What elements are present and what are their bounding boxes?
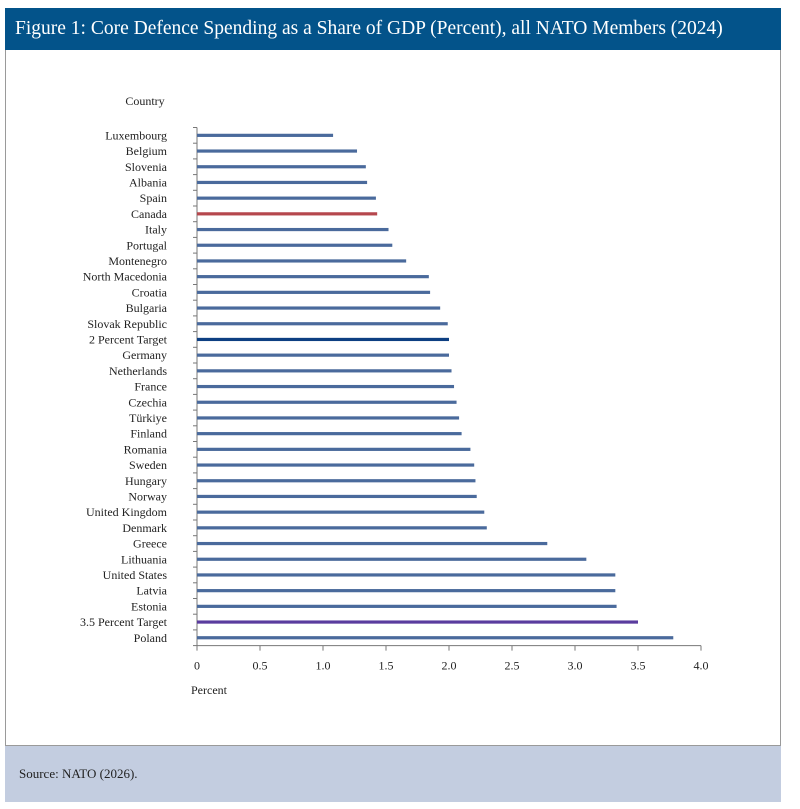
- x-tick-label: 1.5: [379, 659, 394, 673]
- bar-bulgaria: [197, 306, 441, 310]
- x-tick-label: 3.5: [631, 659, 646, 673]
- bar-canada: [197, 212, 378, 216]
- bar-latvia: [197, 589, 616, 593]
- bar-montenegro: [197, 259, 407, 263]
- category-label: Netherlands: [109, 364, 167, 378]
- category-label: Poland: [134, 631, 167, 645]
- bar-poland: [197, 636, 674, 640]
- bar-luxembourg: [197, 133, 334, 137]
- bar-slovak-republic: [197, 322, 448, 326]
- category-label: Portugal: [126, 238, 167, 252]
- bar-estonia: [197, 604, 617, 608]
- bar-slovenia: [197, 165, 366, 169]
- category-label: Denmark: [122, 521, 167, 535]
- category-label: France: [134, 380, 167, 394]
- category-label: Romania: [124, 442, 168, 456]
- category-label: Türkiye: [129, 411, 167, 425]
- x-axis-label: Percent: [191, 683, 228, 697]
- x-tick-label: 0.5: [253, 659, 268, 673]
- bar-italy: [197, 227, 389, 232]
- bar-germany: [197, 353, 449, 357]
- bar-united-states: [197, 573, 616, 577]
- bar-hungary: [197, 479, 476, 483]
- bar-belgium: [197, 149, 358, 153]
- category-label: 2 Percent Target: [89, 332, 168, 346]
- x-tick-label: 2.5: [505, 659, 520, 673]
- bar-romania: [197, 447, 471, 451]
- bar-norway: [197, 494, 477, 499]
- y-axis-label: Country: [125, 94, 164, 108]
- category-label: Slovak Republic: [87, 317, 167, 331]
- category-label: Germany: [122, 348, 167, 362]
- bar-lithuania: [197, 557, 587, 561]
- category-label: Belgium: [126, 144, 168, 158]
- bar-sweden: [197, 463, 475, 467]
- bar-3-5-percent-target: [197, 620, 638, 624]
- category-label: Lithuania: [121, 552, 168, 566]
- category-label: Canada: [131, 207, 168, 221]
- bar-czechia: [197, 400, 457, 404]
- x-tick-label: 3.0: [568, 659, 583, 673]
- category-label: Bulgaria: [126, 301, 168, 315]
- category-label: Estonia: [131, 599, 168, 613]
- category-label: Spain: [140, 191, 167, 205]
- bar-greece: [197, 541, 548, 546]
- bar-2-percent-target: [197, 337, 449, 342]
- bar-t-rkiye: [197, 416, 460, 420]
- figure-title: Figure 1: Core Defence Spending as a Sha…: [5, 8, 781, 50]
- category-label: Croatia: [132, 285, 168, 299]
- bar-netherlands: [197, 369, 452, 373]
- category-label: Hungary: [125, 474, 167, 488]
- category-label: Finland: [130, 427, 167, 441]
- category-label: Albania: [129, 175, 168, 189]
- bar-north-macedonia: [197, 275, 429, 279]
- bar-portugal: [197, 243, 393, 247]
- category-label: United States: [103, 568, 168, 582]
- category-label: Slovenia: [125, 160, 168, 174]
- category-label: 3.5 Percent Target: [80, 615, 168, 629]
- category-label: Sweden: [129, 458, 167, 472]
- x-tick-label: 1.0: [316, 659, 331, 673]
- bar-spain: [197, 196, 376, 200]
- bar-croatia: [197, 290, 431, 294]
- category-label: Luxembourg: [105, 128, 167, 142]
- bar-albania: [197, 180, 368, 185]
- category-label: Italy: [145, 223, 167, 237]
- category-label: North Macedonia: [83, 270, 168, 284]
- category-label: United Kingdom: [86, 505, 168, 519]
- bar-united-kingdom: [197, 510, 485, 514]
- x-tick-label: 2.0: [442, 659, 457, 673]
- category-label: Norway: [128, 489, 167, 503]
- bar-denmark: [197, 526, 487, 530]
- source-note: Source: NATO (2026).: [5, 746, 781, 802]
- chart-frame: [5, 50, 781, 746]
- category-label: Czechia: [128, 395, 167, 409]
- x-tick-label: 4.0: [694, 659, 709, 673]
- category-label: Greece: [133, 537, 167, 551]
- x-tick-label: 0: [194, 659, 200, 673]
- bar-france: [197, 384, 455, 389]
- category-label: Latvia: [136, 584, 167, 598]
- category-label: Montenegro: [108, 254, 167, 268]
- bar-finland: [197, 432, 462, 436]
